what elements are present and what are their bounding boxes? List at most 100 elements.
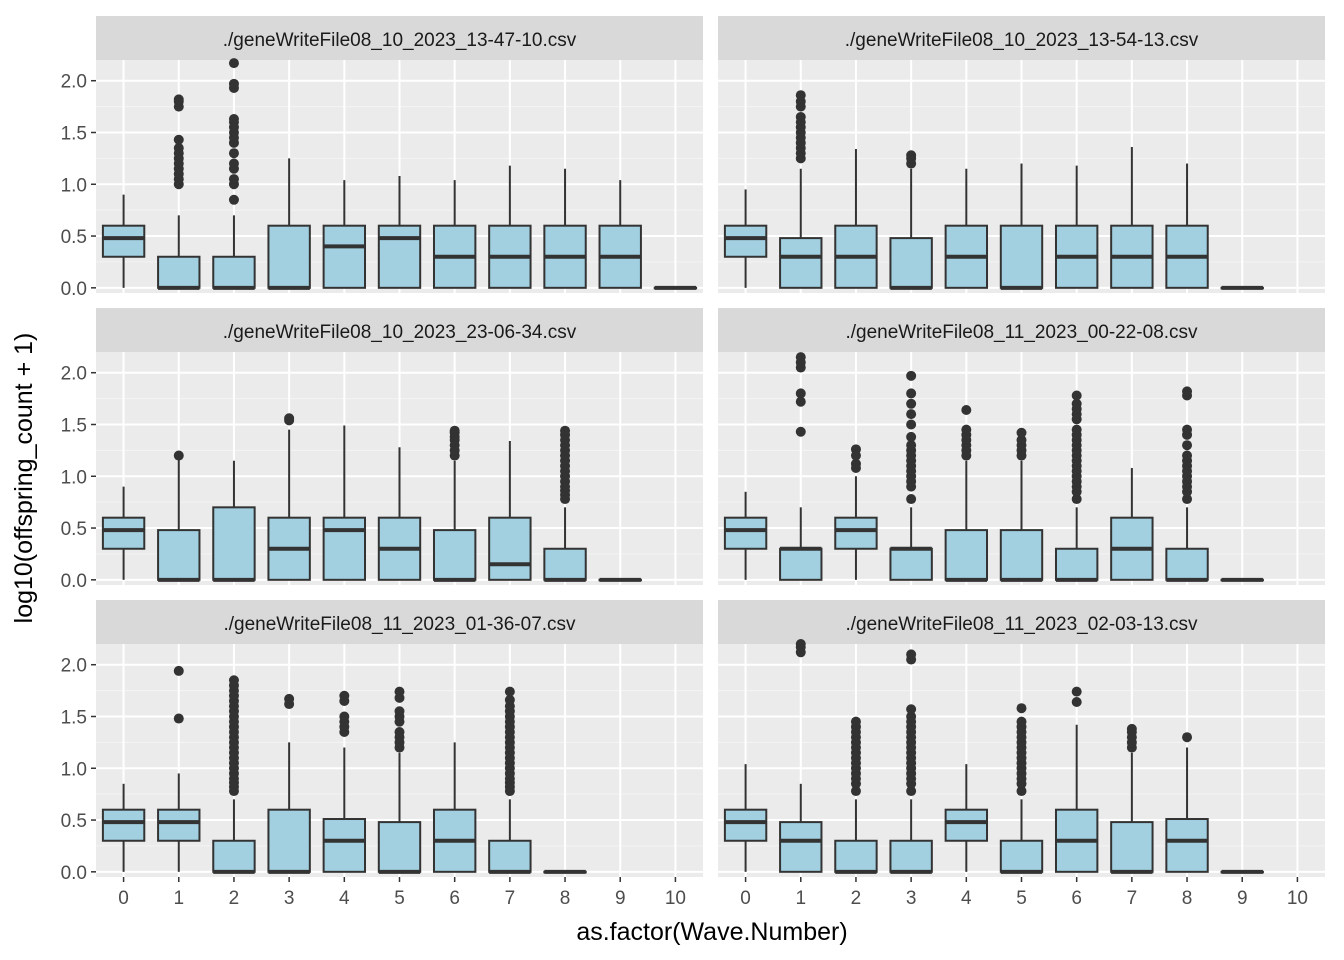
box-iqr [101, 808, 146, 842]
box-iqr [723, 808, 768, 842]
y-tick-label: 0.0 [61, 571, 87, 592]
boxplot-wave-5 [999, 163, 1044, 290]
box-iqr [432, 529, 477, 581]
boxplot-wave-0 [101, 194, 146, 288]
outlier-point [1016, 716, 1027, 727]
box-iqr [1110, 821, 1154, 873]
outlier-point [284, 693, 295, 704]
x-tick-label: 4 [961, 888, 972, 909]
outlier-point [173, 134, 184, 145]
box-iqr [212, 839, 256, 873]
outlier-point [173, 94, 184, 105]
box-iqr [1054, 547, 1099, 581]
x-axis-title: as.factor(Wave.Number) [576, 918, 847, 946]
boxplot-wave-9 [598, 577, 642, 582]
x-tick-label: 1 [173, 888, 184, 909]
y-tick-label: 0.5 [61, 227, 87, 248]
outlier-point [906, 398, 917, 409]
boxplot-wave-2 [212, 460, 256, 582]
outlier-point [850, 716, 861, 727]
box-iqr [834, 516, 878, 550]
facet-strip [96, 600, 703, 644]
outlier-point [850, 786, 861, 797]
boxplot-wave-6 [432, 742, 477, 873]
x-tick-label: 6 [449, 888, 460, 909]
box-iqr [267, 808, 311, 873]
boxplot-wave-1 [157, 665, 201, 872]
facet-panel: ./geneWriteFile08_10_2023_13-47-10.csv 0.… [61, 16, 703, 300]
boxplot-wave-8 [1165, 163, 1209, 289]
boxplot-wave-4 [322, 180, 367, 289]
facet-strip-label: ./geneWriteFile08_10_2023_23-06-34.csv [223, 322, 577, 343]
facet-strip-label: ./geneWriteFile08_11_2023_02-03-13.csv [845, 614, 1198, 635]
outlier-point [906, 494, 917, 505]
outlier-point [1071, 424, 1082, 435]
boxplot-wave-2 [212, 58, 256, 290]
outlier-point [795, 388, 806, 399]
outlier-point [850, 458, 861, 469]
box-iqr [834, 839, 878, 873]
box-iqr [322, 516, 367, 581]
y-tick-label: 1.5 [61, 123, 87, 144]
x-tick-label: 8 [1182, 888, 1193, 909]
boxplot-wave-1 [157, 94, 201, 290]
box-iqr [267, 224, 311, 289]
boxplot-wave-5 [377, 175, 422, 289]
boxplot-wave-4 [944, 764, 989, 872]
box-iqr [543, 547, 587, 581]
outlier-point [795, 111, 806, 122]
outlier-point [1071, 696, 1082, 707]
boxplot-wave-7 [488, 165, 532, 289]
boxplot-wave-0 [723, 491, 768, 580]
y-tick-label: 0.0 [61, 863, 87, 884]
outlier-point [339, 690, 350, 701]
boxplot-wave-5 [999, 703, 1044, 874]
y-tick-label: 1.0 [61, 467, 87, 488]
box-iqr [322, 818, 367, 873]
box-iqr [157, 808, 201, 842]
outlier-point [394, 727, 405, 738]
boxplot-wave-7 [1110, 723, 1154, 874]
boxplot-wave-2 [834, 149, 878, 289]
box-iqr [212, 506, 256, 581]
outlier-point [173, 450, 184, 461]
outlier-point [228, 194, 239, 205]
outlier-point [1182, 450, 1193, 461]
boxplot-wave-3 [267, 158, 311, 290]
box-iqr [488, 516, 532, 581]
box-iqr [212, 255, 256, 289]
facet-strip-label: ./geneWriteFile08_10_2023_13-54-13.csv [845, 30, 1199, 51]
boxplot-wave-3 [889, 150, 933, 290]
box-iqr [944, 529, 989, 581]
box-iqr [999, 529, 1044, 581]
outlier-point [394, 686, 405, 697]
y-tick-label: 0.5 [61, 811, 87, 832]
outlier-point [228, 58, 239, 69]
boxplot-wave-3 [889, 649, 933, 874]
x-tick-label: 9 [615, 888, 626, 909]
outlier-point [1182, 386, 1193, 397]
x-tick-label: 9 [1237, 888, 1248, 909]
boxplot-wave-3 [267, 413, 311, 581]
boxplot-wave-9 [1220, 869, 1264, 874]
box-iqr [101, 224, 146, 258]
facet-panel: ./geneWriteFile08_10_2023_13-54-13.csv [718, 16, 1325, 293]
x-tick-label: 8 [560, 888, 571, 909]
boxplot-wave-4 [944, 404, 989, 582]
outlier-point [906, 786, 917, 797]
box-iqr [723, 516, 768, 550]
outlier-point [795, 352, 806, 363]
x-tick-label: 5 [394, 888, 405, 909]
boxplot-wave-4 [944, 168, 989, 289]
facet-panel: ./geneWriteFile08_11_2023_02-03-13.csv 0 1… [718, 600, 1325, 909]
outlier-point [906, 150, 917, 161]
boxplot-wave-8 [1165, 386, 1209, 582]
outlier-point [228, 114, 239, 125]
outlier-point [906, 704, 917, 715]
outlier-point [228, 158, 239, 169]
y-tick-label: 1.5 [61, 707, 87, 728]
outlier-point [1182, 494, 1193, 505]
outlier-point [906, 409, 917, 420]
boxplot-wave-8 [543, 168, 587, 289]
